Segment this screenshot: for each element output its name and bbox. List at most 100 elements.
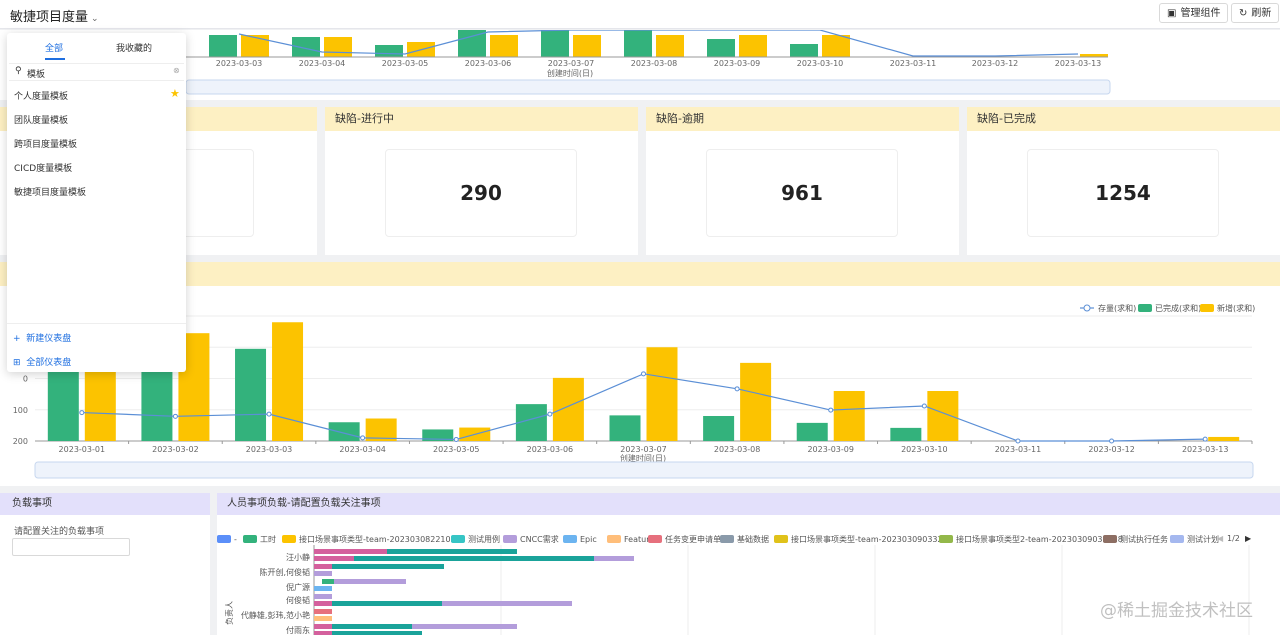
legend-label: 基础数据 <box>737 535 769 544</box>
legend-swatch <box>243 535 257 543</box>
bar-new <box>365 418 397 441</box>
new-dashboard-label: 新建仪表盘 <box>26 334 72 344</box>
load-bar <box>314 571 332 576</box>
grid-icon: ⊞ <box>13 358 21 368</box>
legend-item[interactable]: Epic <box>563 535 597 544</box>
legend-item[interactable]: 任务变更申请单 <box>648 535 721 544</box>
all-dashboards-button[interactable]: ⊞ 全部仪表盘 <box>13 355 71 368</box>
x-tick-label: 2023-03-06 <box>527 445 574 454</box>
line-point <box>921 403 927 409</box>
legend-prev-icon[interactable]: ◀ <box>1217 534 1224 543</box>
bar-done <box>515 404 547 441</box>
dropdown-item[interactable]: CICD度量模板 <box>14 164 73 174</box>
legend-label: Feature <box>624 535 655 544</box>
refresh-button[interactable]: ↻ 刷新 <box>1231 3 1280 23</box>
load-bar <box>442 601 572 606</box>
tab-favorites[interactable]: 我收藏的 <box>116 44 153 54</box>
dashboard-selector[interactable]: 敏捷项目度量 ⌄ <box>10 6 99 25</box>
clear-icon[interactable]: ⊗ <box>173 66 180 75</box>
y-tick-label: 何俊韬 <box>286 595 310 605</box>
load-items-select[interactable] <box>12 538 130 556</box>
x-tick-label: 2023-03-13 <box>1182 445 1229 454</box>
x-tick-label: 2023-03-01 <box>59 445 106 454</box>
manage-widgets-button[interactable]: ▣ 管理组件 <box>1159 3 1229 23</box>
legend-item[interactable]: 测试计划 <box>1170 535 1219 544</box>
dropdown-item[interactable]: 个人度量模板 <box>14 92 69 102</box>
kpi-label: 缺陷-已完成 <box>967 107 1280 131</box>
legend-page-indicator: 1/2 <box>1227 534 1240 543</box>
legend-label: - <box>234 535 237 544</box>
tab-all[interactable]: 全部 <box>45 44 64 54</box>
bar-new <box>552 377 584 441</box>
kpi-label: 缺陷-逾期 <box>646 107 959 131</box>
x-tick-label: 2023-03-04 <box>299 59 346 68</box>
line-point <box>172 413 178 419</box>
bar-done <box>707 39 735 57</box>
x-tick-label: 2023-03-07 <box>620 445 667 454</box>
load-items-panel: 负载事项 请配置关注的负载事项 <box>0 493 210 635</box>
bar-done <box>235 348 267 441</box>
dropdown-item[interactable]: 敏捷项目度量模板 <box>14 188 87 198</box>
legend-item[interactable]: 接口场景事项类型2-team-20230309033228 <box>939 535 1123 544</box>
legend-swatch <box>217 535 231 543</box>
manage-widgets-label: 管理组件 <box>1180 8 1221 19</box>
kpi-label: 缺陷-进行中 <box>325 107 638 131</box>
new-dashboard-button[interactable]: + 新建仪表盘 <box>13 331 71 344</box>
person-panel-title: 人员事项负载-请配置负载关注事项 <box>217 493 1280 515</box>
dropdown-search[interactable]: ⚲ 模板 ⊗ <box>9 63 184 81</box>
legend-item[interactable]: 接口场景事项类型-team-20230309033228 <box>774 535 953 544</box>
x-tick-label: 2023-03-10 <box>797 59 844 68</box>
x-axis-label: 创建时间(日) <box>620 453 666 463</box>
legend-item[interactable]: CNCC需求 <box>503 535 559 544</box>
legend-item[interactable]: 接口场景事项类型-team-20230308221027 <box>282 535 461 544</box>
series-line <box>238 29 1079 57</box>
legend-line-marker <box>1083 304 1091 312</box>
legend-item[interactable]: 测试执行任务 <box>1103 535 1168 544</box>
legend-label: 接口场景事项类型-team-20230309033228 <box>791 535 953 544</box>
dropdown-item[interactable]: 跨项目度量模板 <box>14 140 78 150</box>
y-tick-label: 100 <box>13 406 28 415</box>
bar-done <box>209 35 237 57</box>
legend-label: 接口场景事项类型2-team-20230309033228 <box>956 535 1123 544</box>
widget-grid-icon: ▣ <box>1167 8 1177 19</box>
legend-swatch <box>720 535 734 543</box>
bar-done <box>790 44 818 57</box>
star-icon[interactable]: ★ <box>170 87 180 100</box>
bar-done <box>796 422 828 441</box>
legend-item[interactable]: 工时 <box>243 535 276 544</box>
load-panel-prompt: 请配置关注的负载事项 <box>14 527 105 537</box>
x-tick-label: 2023-03-03 <box>216 59 263 68</box>
legend-item[interactable]: Feature <box>607 535 654 544</box>
y-tick-label: 代静雄,彭玮,范小艳 <box>241 610 310 620</box>
legend-done-swatch <box>1138 304 1152 312</box>
person-load-panel: 人员事项负载-请配置负载关注事项 汪小静 陈开创,何俊韬 倪广源 何俊韬 代静雄,彭玮,… <box>217 493 1280 635</box>
legend-label: 工时 <box>260 535 276 544</box>
x-tick-label: 2023-03-07 <box>548 59 595 68</box>
load-bar <box>387 549 517 554</box>
dashboard-title: 敏捷项目度量 <box>10 10 89 25</box>
x-tick-label: 2023-03-09 <box>714 59 761 68</box>
legend-label: CNCC需求 <box>520 535 559 544</box>
load-bar <box>332 601 442 606</box>
x-tick-label: 2023-03-12 <box>972 59 1019 68</box>
legend-item[interactable]: - <box>217 535 237 544</box>
load-bar <box>332 624 412 629</box>
legend-item[interactable]: 基础数据 <box>720 535 769 544</box>
defect-trend-panel: 0 100 200 2023-03-01 2023-03-02 2023-03-03 202… <box>0 262 1280 486</box>
bar-new <box>739 35 767 57</box>
dropdown-item[interactable]: 团队度量模板 <box>14 116 69 126</box>
search-input[interactable]: 模板 <box>27 70 46 80</box>
x-tick-label: 2023-03-05 <box>433 445 480 454</box>
legend-label: 已完成(求和) <box>1155 303 1201 313</box>
y-tick-label: 200 <box>13 437 28 446</box>
bar-done <box>47 359 79 441</box>
legend-next-icon[interactable]: ▶ <box>1245 534 1252 543</box>
line-point <box>453 436 459 442</box>
top-chart-svg: 2023-03-03 2023-03-04 2023-03-05 2023-03-06… <box>185 29 1111 95</box>
kpi-card-completed: 缺陷-已完成 1254 <box>967 107 1280 255</box>
legend-swatch <box>648 535 662 543</box>
bar-done <box>609 415 641 441</box>
legend-item[interactable]: 测试用例 <box>451 535 500 544</box>
bar-new <box>822 35 850 57</box>
